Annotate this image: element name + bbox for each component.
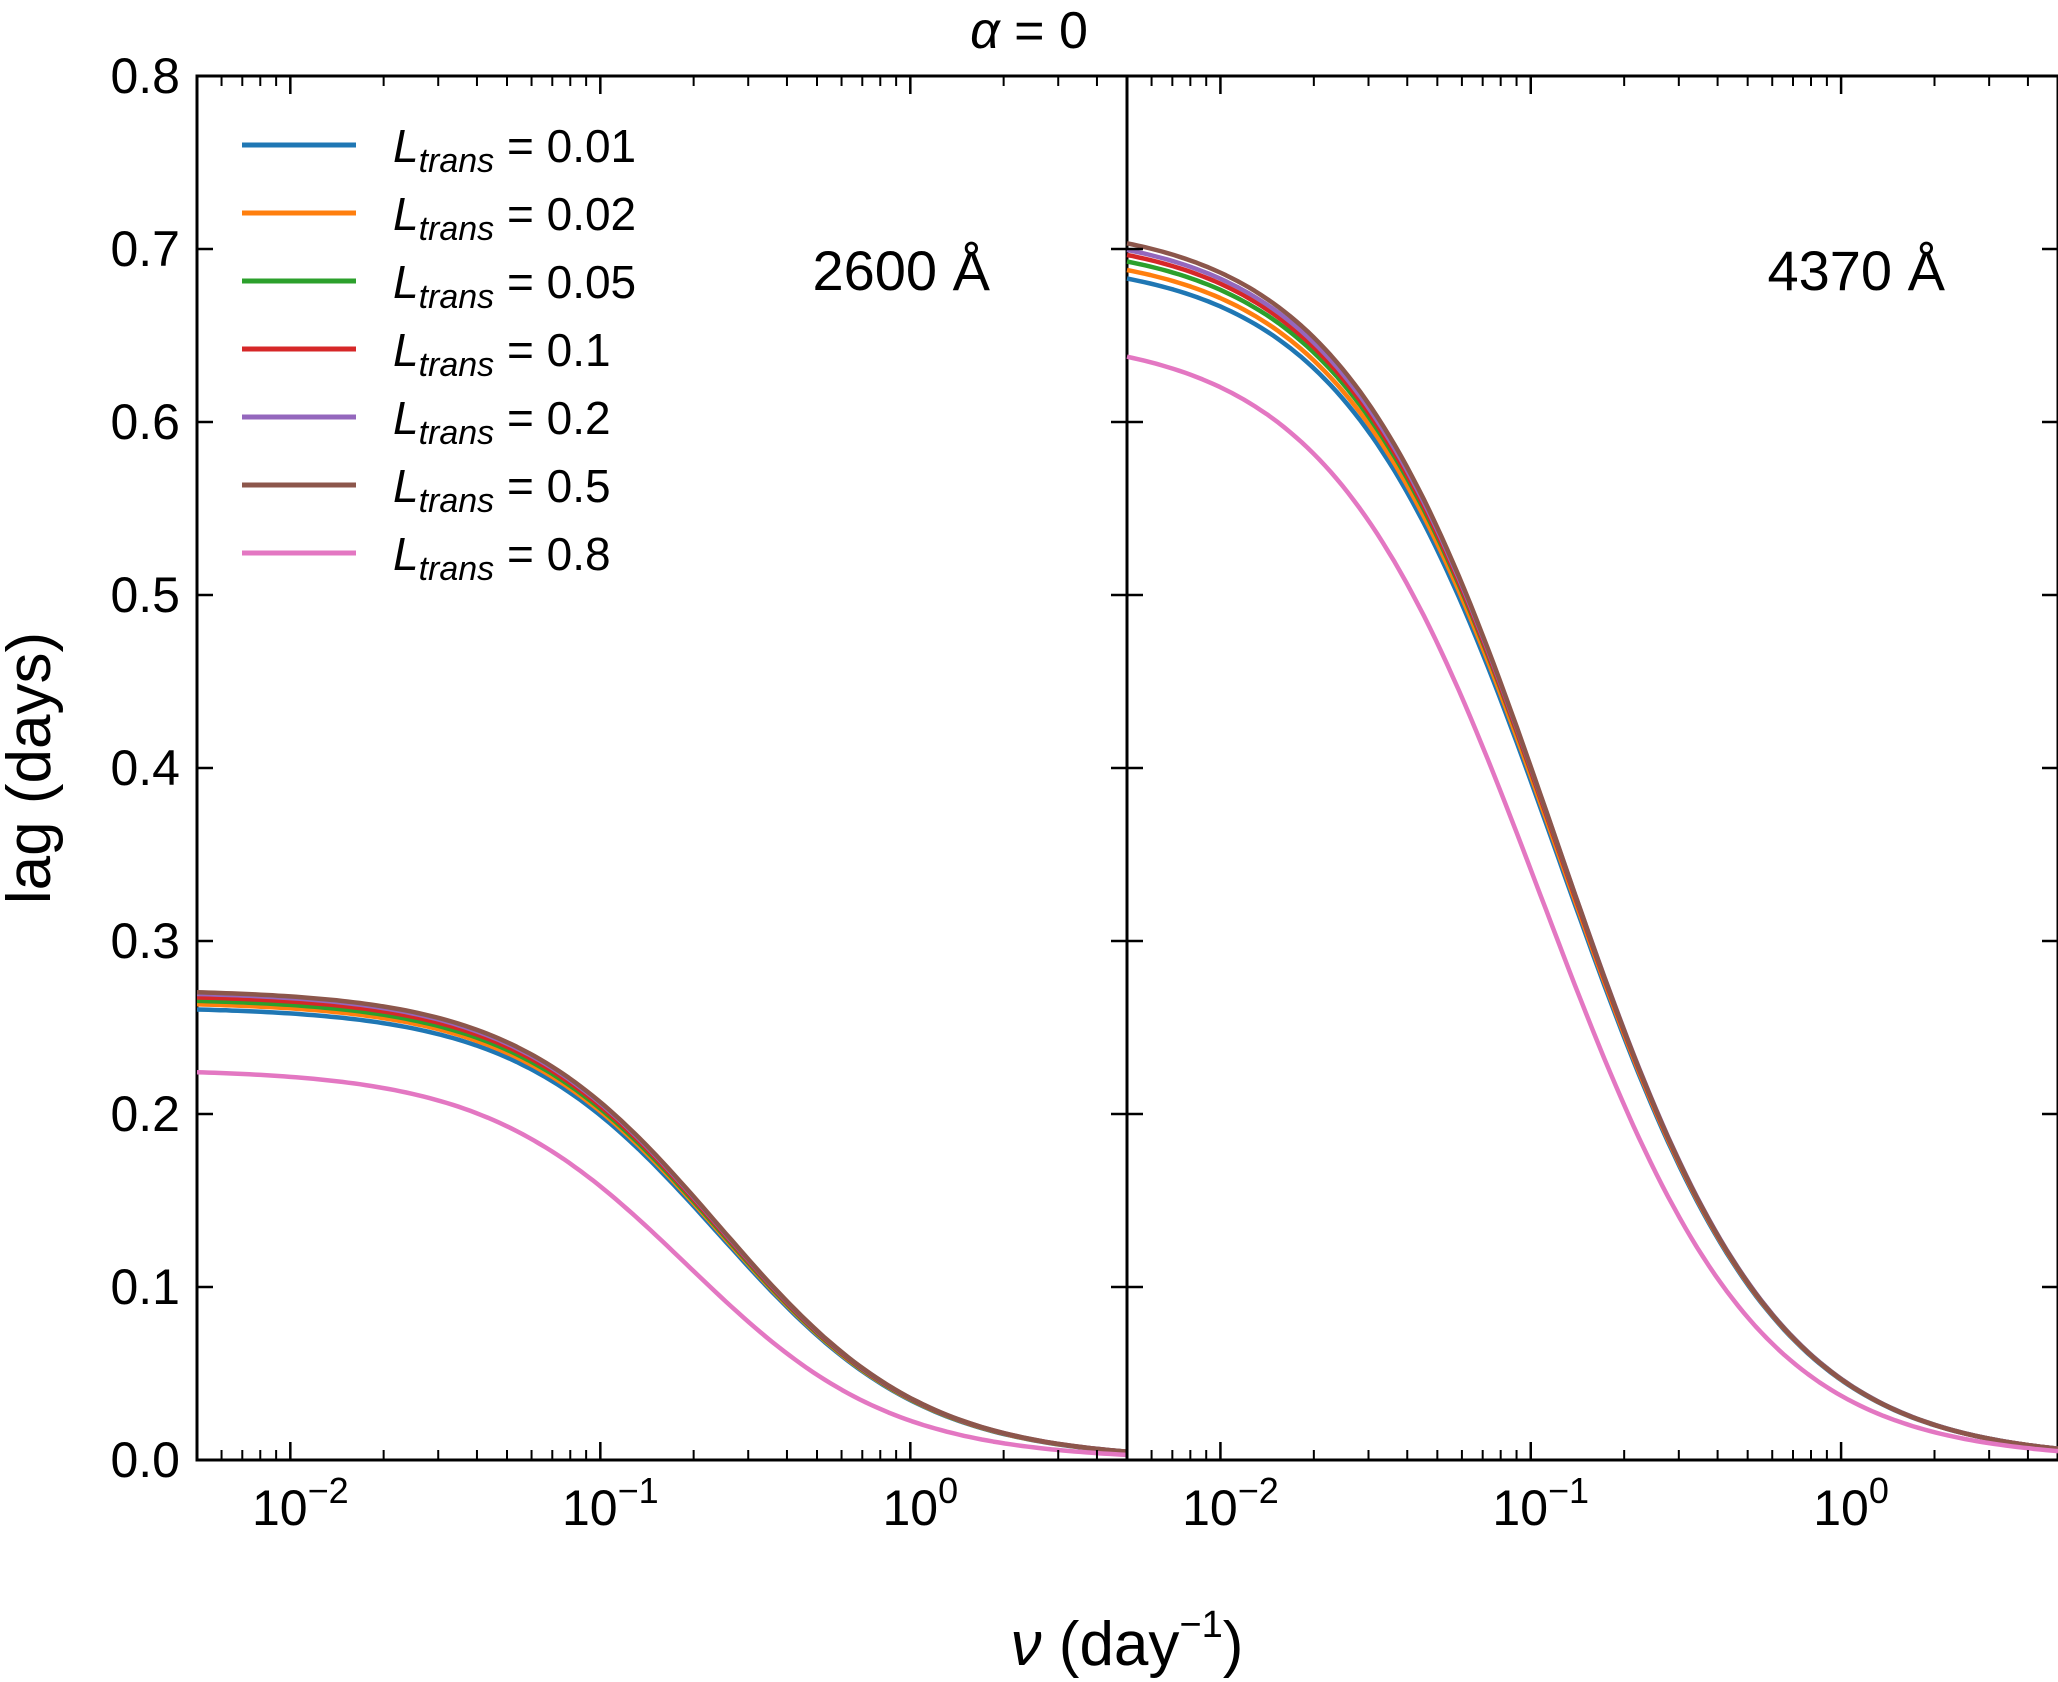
y-tick-label: 0.0 <box>110 1432 180 1488</box>
y-tick-label: 0.1 <box>110 1259 180 1315</box>
series-line-3 <box>196 998 1128 1455</box>
x-tick-label: 10−1 <box>562 1470 659 1536</box>
y-tick-label: 0.8 <box>110 48 180 104</box>
y-tick-label: 0.3 <box>110 913 180 969</box>
curves-4370 <box>1126 241 2058 1454</box>
series-line-6 <box>196 990 1128 1454</box>
legend-label-2: Ltrans = 0.02 <box>393 188 636 248</box>
panel-label-4370: 4370 Å <box>1768 239 1946 302</box>
y-tick-label: 0.5 <box>110 567 180 623</box>
legend-label-6: Ltrans = 0.5 <box>393 460 611 520</box>
legend-label-3: Ltrans = 0.05 <box>393 256 636 316</box>
panel-4370: 4370 Å <box>1125 74 2058 1462</box>
series-line-6 <box>1126 241 2058 1451</box>
x-tick-label: 10−2 <box>1182 1470 1279 1536</box>
series-line-7 <box>1126 354 2058 1454</box>
y-tick-label: 0.2 <box>110 1086 180 1142</box>
panel-2600: 2600 Å <box>195 74 1129 1462</box>
series-line-5 <box>196 991 1128 1454</box>
series-line-1 <box>196 1007 1128 1455</box>
series-line-7 <box>196 1069 1128 1458</box>
ticks-4370 <box>1127 76 2058 1460</box>
ticks-2600 <box>197 76 1127 1460</box>
x-tick-labels: 10−2 10−1 100 10−2 10−1 100 <box>252 1470 1889 1536</box>
x-axis-label: ν (day−1) <box>1011 1604 1244 1679</box>
y-axis-label: lag (days) <box>0 632 64 904</box>
x-tick-label: 100 <box>1813 1470 1889 1536</box>
x-tick-label: 10−1 <box>1492 1470 1589 1536</box>
panel-label-2600: 2600 Å <box>813 239 991 302</box>
legend-label-7: Ltrans = 0.8 <box>393 528 611 588</box>
legend-label-4: Ltrans = 0.1 <box>393 324 611 384</box>
y-tick-label: 0.6 <box>110 394 180 450</box>
y-tick-label: 0.4 <box>110 740 180 796</box>
x-tick-label: 100 <box>882 1470 958 1536</box>
series-line-2 <box>1126 267 2058 1451</box>
legend: Ltrans = 0.01 Ltrans = 0.02 Ltrans = 0.05 L… <box>242 120 636 588</box>
series-line-1 <box>1126 276 2058 1452</box>
legend-label-1: Ltrans = 0.01 <box>393 120 636 180</box>
series-line-2 <box>196 1002 1128 1455</box>
series-line-4 <box>1126 252 2058 1451</box>
chart-title: α = 0 <box>970 2 1088 60</box>
series-line-5 <box>1126 247 2058 1451</box>
legend-label-5: Ltrans = 0.2 <box>393 392 611 452</box>
curves-2600 <box>196 990 1128 1458</box>
y-tick-label: 0.7 <box>110 221 180 277</box>
series-line-4 <box>196 995 1128 1454</box>
y-tick-labels: 0.0 0.1 0.2 0.3 0.4 0.5 0.6 0.7 0.8 <box>110 48 180 1488</box>
series-line-3 <box>1126 259 2058 1451</box>
x-tick-label: 10−2 <box>252 1470 349 1536</box>
